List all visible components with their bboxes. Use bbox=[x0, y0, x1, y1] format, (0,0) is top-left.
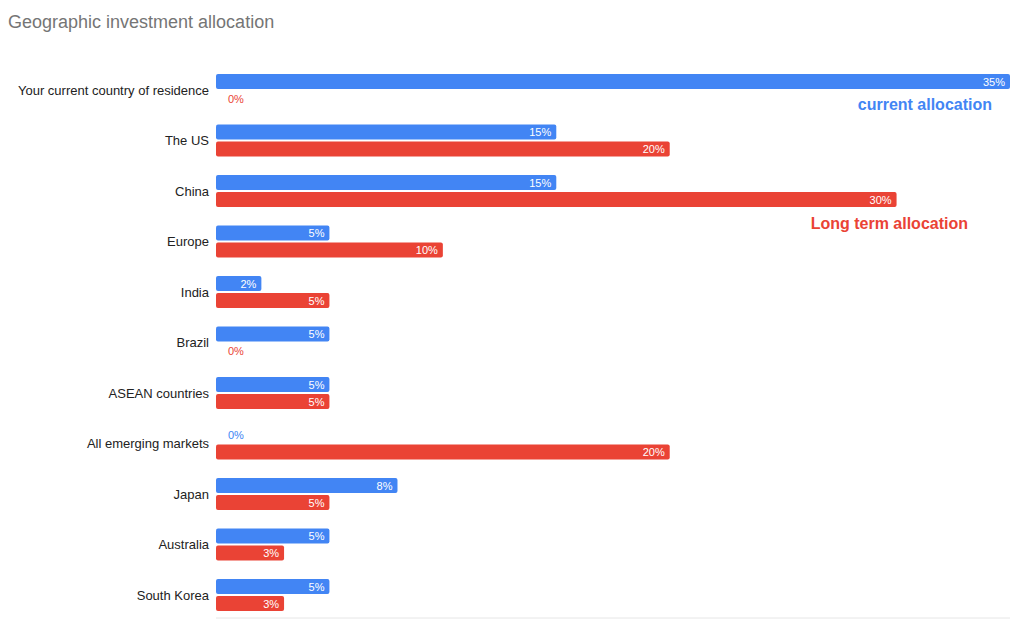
data-label: 5% bbox=[309, 581, 325, 593]
category-label: South Korea bbox=[137, 588, 210, 603]
data-label: 0% bbox=[228, 345, 244, 357]
category-label: Japan bbox=[174, 487, 209, 502]
category-label: China bbox=[175, 184, 210, 199]
bar bbox=[216, 243, 443, 258]
bar bbox=[216, 428, 217, 443]
bar bbox=[216, 276, 261, 291]
bar bbox=[216, 344, 217, 359]
data-label: 20% bbox=[643, 446, 665, 458]
bar bbox=[216, 91, 217, 106]
data-label: 30% bbox=[870, 194, 892, 206]
series-label: current allocation bbox=[858, 96, 992, 113]
bar bbox=[216, 175, 556, 190]
data-label: 15% bbox=[529, 126, 551, 138]
data-label: 2% bbox=[240, 278, 256, 290]
bar bbox=[216, 293, 329, 308]
category-label: All emerging markets bbox=[87, 436, 210, 451]
bar bbox=[216, 478, 397, 493]
bar bbox=[216, 529, 329, 544]
data-label: 8% bbox=[377, 480, 393, 492]
x-axis-line bbox=[216, 618, 1010, 619]
bar bbox=[216, 226, 329, 241]
bar bbox=[216, 596, 284, 611]
bar bbox=[216, 327, 329, 342]
bar bbox=[216, 579, 329, 594]
category-label: Europe bbox=[167, 234, 209, 249]
bar bbox=[216, 142, 670, 157]
bar bbox=[216, 546, 284, 561]
data-label: 10% bbox=[416, 244, 438, 256]
bar bbox=[216, 125, 556, 140]
data-label: 0% bbox=[228, 429, 244, 441]
data-label: 3% bbox=[263, 547, 279, 559]
data-label: 35% bbox=[983, 76, 1005, 88]
data-label: 5% bbox=[309, 379, 325, 391]
data-label: 5% bbox=[309, 396, 325, 408]
category-label: India bbox=[181, 285, 210, 300]
chart-title: Geographic investment allocation bbox=[8, 12, 274, 32]
bar bbox=[216, 495, 329, 510]
data-label: 0% bbox=[228, 93, 244, 105]
data-label: 20% bbox=[643, 143, 665, 155]
data-label: 5% bbox=[309, 328, 325, 340]
bar bbox=[216, 445, 670, 460]
page: {"chart_data": {"type": "bar", "title": … bbox=[0, 0, 1024, 624]
data-label: 5% bbox=[309, 497, 325, 509]
data-labels: 35% 15% 15% 5% 2% 5% 5% 0% 8% 5% 5% 0% 20% 30% 10% 5% 0%… bbox=[228, 76, 1005, 610]
category-label: ASEAN countries bbox=[109, 386, 210, 401]
category-label: Australia bbox=[158, 537, 209, 552]
data-label: 5% bbox=[309, 227, 325, 239]
data-label: 5% bbox=[309, 530, 325, 542]
bars bbox=[216, 74, 1010, 611]
data-label: 5% bbox=[309, 295, 325, 307]
category-label: Brazil bbox=[176, 335, 209, 350]
bar bbox=[216, 74, 1010, 89]
bar bbox=[216, 192, 897, 207]
data-label: 15% bbox=[529, 177, 551, 189]
data-label: 3% bbox=[263, 598, 279, 610]
bar bbox=[216, 377, 329, 392]
series-label: Long term allocation bbox=[811, 215, 968, 232]
category-label: Your current country of residence bbox=[18, 83, 209, 98]
chart: Geographic investment allocation Your cur… bbox=[0, 0, 1024, 624]
category-label: The US bbox=[165, 133, 209, 148]
bar bbox=[216, 394, 329, 409]
